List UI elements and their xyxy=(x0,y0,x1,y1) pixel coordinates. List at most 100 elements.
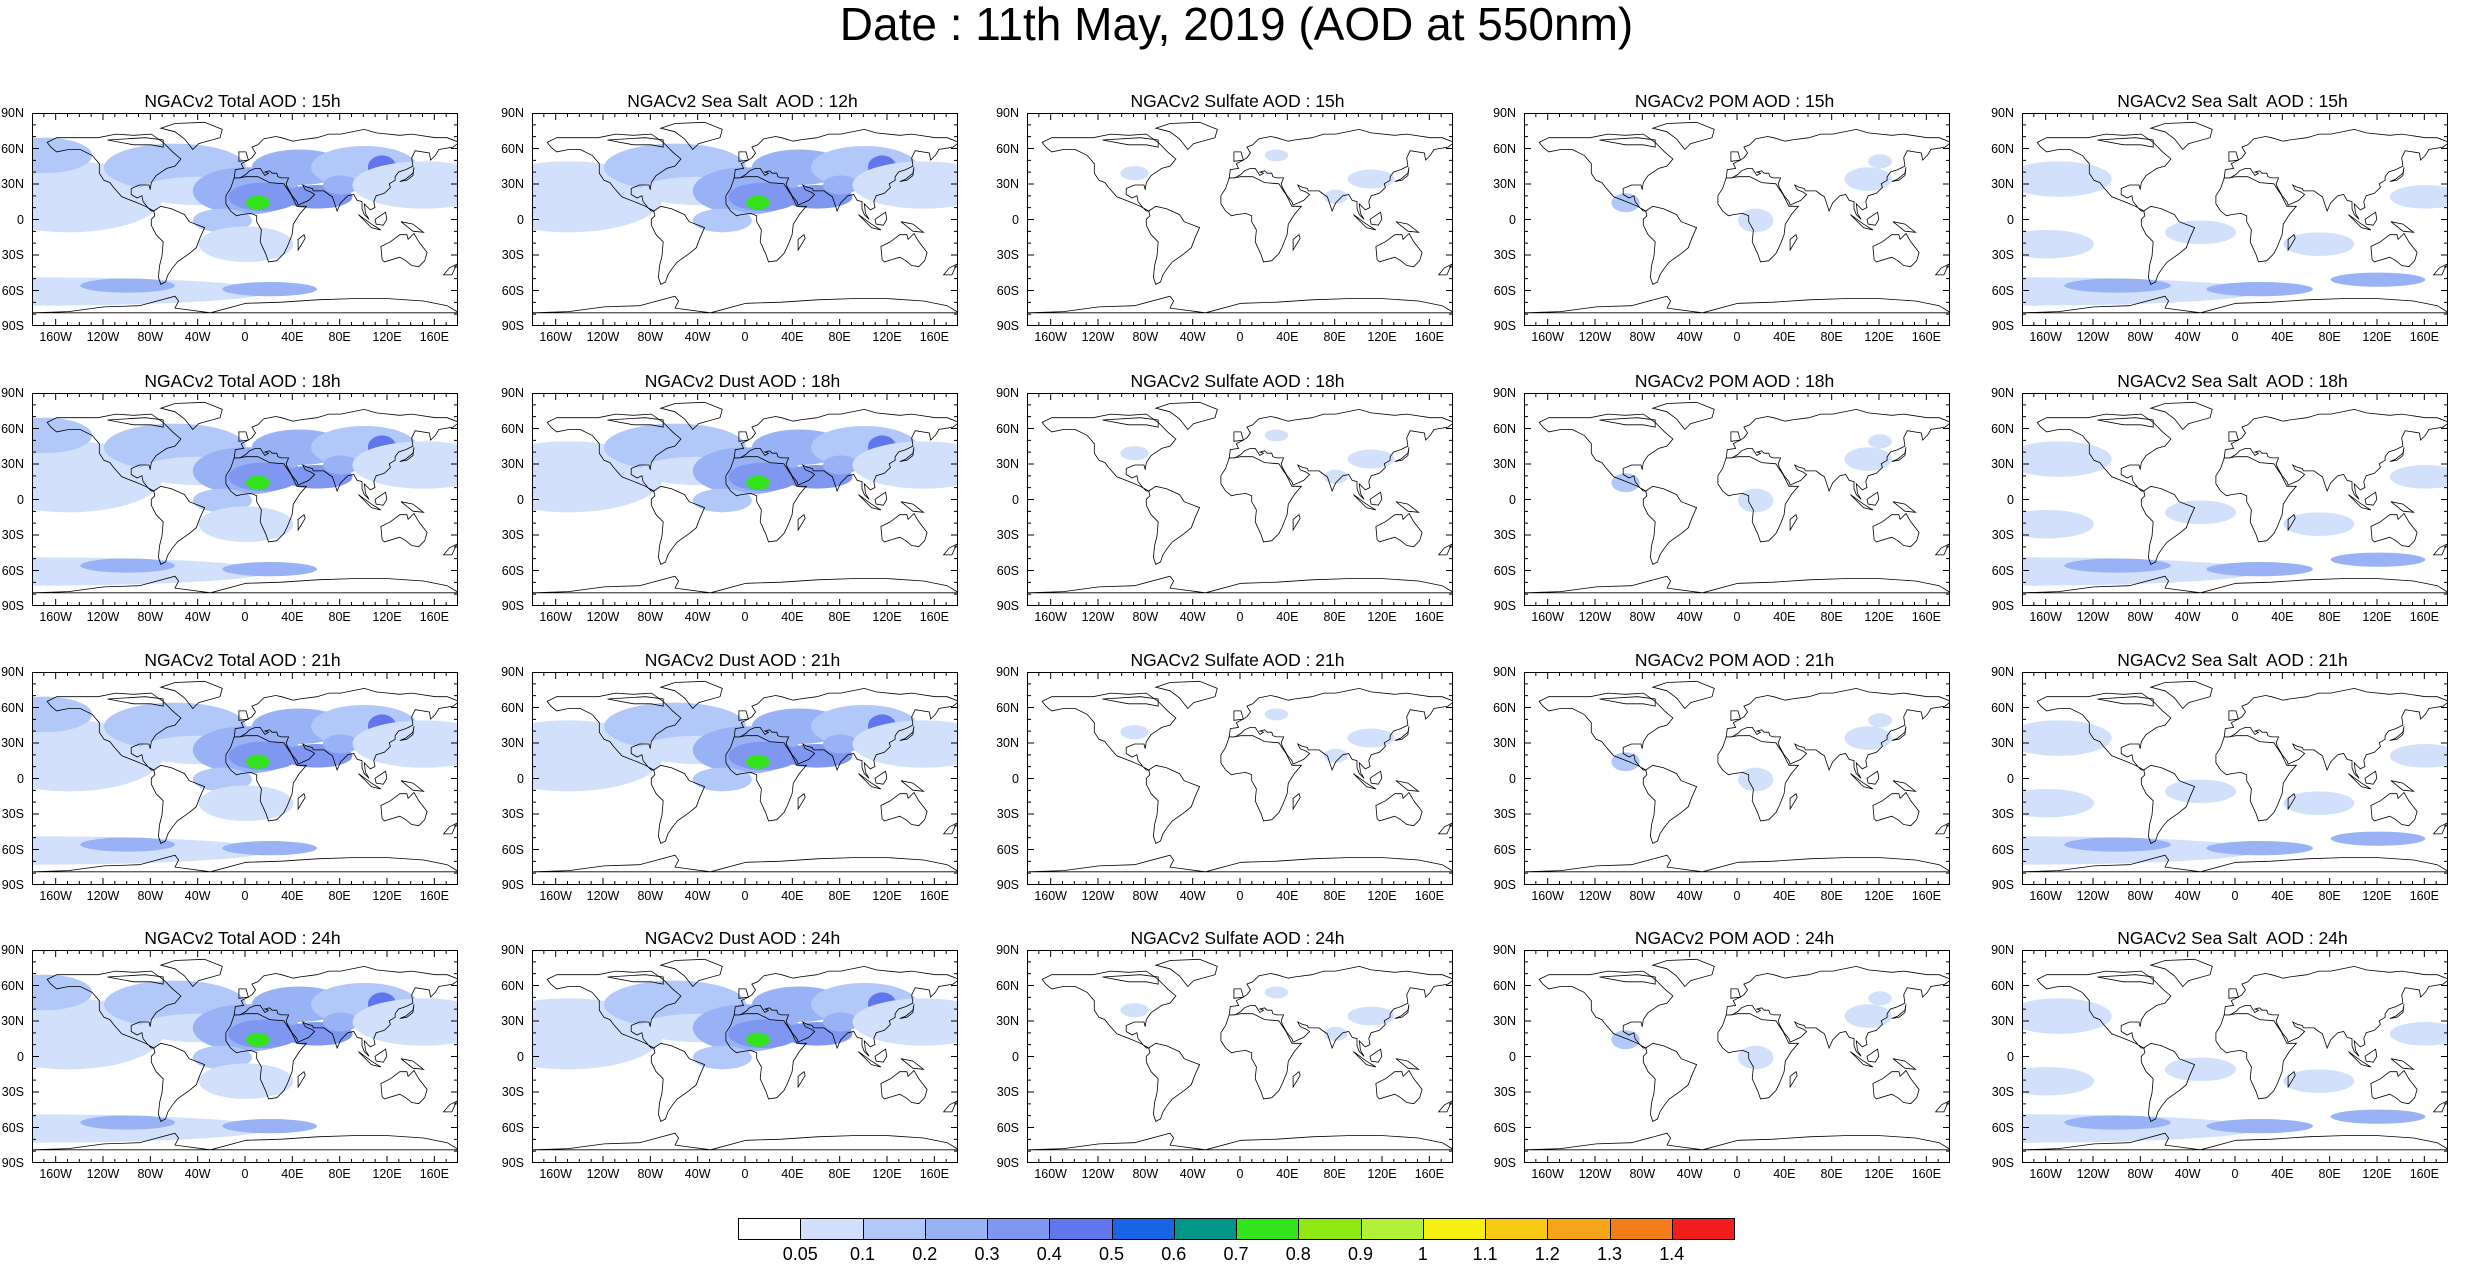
coastline xyxy=(1353,214,1377,231)
map-plot xyxy=(2023,680,2447,873)
panel-title: NGACv2 Sulfate AOD : 24h xyxy=(1130,928,1345,948)
coastline xyxy=(1642,205,1698,285)
lon-tick-label: 160E xyxy=(419,889,449,903)
lat-tick-label: 30S xyxy=(1,528,24,542)
map-frame xyxy=(1524,672,1950,885)
aod-field xyxy=(746,195,770,210)
lon-tick-label: 120W xyxy=(586,889,620,903)
coastline xyxy=(900,501,925,513)
lat-tick-label: 90N xyxy=(996,106,1019,120)
coastline xyxy=(1850,214,1874,231)
colorbar-label: 0.6 xyxy=(1161,1244,1187,1264)
lat-tick-label: 90S xyxy=(996,878,1019,892)
coastline xyxy=(607,137,664,148)
panel-title: NGACv2 Sea Salt AOD : 24h xyxy=(2117,928,2348,948)
lat-tick-label: 60N xyxy=(1,421,24,436)
lat-tick-label: 30S xyxy=(996,248,1019,262)
coastline xyxy=(1525,1132,1949,1151)
coastline xyxy=(1437,543,1452,556)
lon-tick-label: 40W xyxy=(2174,889,2201,903)
lon-tick-label: 0 xyxy=(1236,889,1244,903)
lon-tick-label: 120E xyxy=(872,330,902,344)
lon-tick-label: 160W xyxy=(2029,610,2062,624)
coastline xyxy=(942,822,957,835)
coastline xyxy=(2348,214,2372,231)
coastline xyxy=(1041,413,1177,492)
aod-field xyxy=(2330,1109,2426,1124)
coastline xyxy=(2370,232,2418,268)
map-frame xyxy=(1524,393,1950,606)
lon-tick-label: 120E xyxy=(872,610,902,624)
coastline xyxy=(400,780,425,792)
lat-tick-label: 30N xyxy=(1493,177,1516,191)
coastline xyxy=(2348,773,2372,790)
lat-tick-label: 90S xyxy=(1991,1156,2014,1170)
lat-tick-label: 90N xyxy=(996,665,1019,679)
coastline xyxy=(2140,764,2196,844)
lon-tick-label: 80E xyxy=(1820,1167,1843,1181)
coastline xyxy=(880,512,928,548)
lon-tick-label: 80W xyxy=(1629,889,1656,903)
aod-field xyxy=(1347,728,1395,748)
lon-tick-label: 80E xyxy=(2318,610,2341,624)
coastline xyxy=(2215,735,2298,822)
lon-tick-label: 80W xyxy=(1629,330,1656,344)
coastline xyxy=(107,417,164,428)
aod-field xyxy=(1868,434,1892,449)
lon-tick-label: 80W xyxy=(137,330,164,344)
coastline xyxy=(942,1100,957,1113)
coastline xyxy=(2140,485,2196,565)
aod-field xyxy=(2389,1022,2447,1046)
lon-tick-label: 160W xyxy=(2029,1167,2062,1181)
coastline xyxy=(1145,764,1201,844)
coastline xyxy=(1872,1069,1920,1105)
aod-field xyxy=(2206,562,2313,577)
lon-tick-label: 120E xyxy=(1864,1167,1894,1181)
lon-tick-label: 160W xyxy=(1034,610,1067,624)
coastline xyxy=(1028,575,1452,594)
coastline xyxy=(107,696,164,707)
coastline xyxy=(1220,735,1303,822)
lon-tick-label: 40W xyxy=(2174,330,2201,344)
coastline xyxy=(1228,128,1452,220)
map-frame xyxy=(532,393,958,606)
coastline xyxy=(1145,485,1201,565)
aod-field xyxy=(746,754,770,769)
lat-tick-label: 0 xyxy=(1509,212,1516,227)
lon-tick-label: 160W xyxy=(39,889,72,903)
aod-field xyxy=(2023,161,2112,197)
aod-field xyxy=(2064,1115,2171,1130)
lon-tick-label: 80E xyxy=(828,330,851,344)
aod-field xyxy=(1868,991,1892,1006)
lon-tick-label: 40E xyxy=(1773,1167,1796,1181)
lon-tick-label: 120E xyxy=(872,1167,902,1181)
aod-field xyxy=(1120,446,1149,461)
coastline xyxy=(942,543,957,556)
coastline xyxy=(533,854,957,873)
lon-tick-label: 0 xyxy=(2231,330,2239,344)
coastline xyxy=(400,1058,425,1070)
coastline xyxy=(797,234,806,252)
lon-tick-label: 80E xyxy=(828,1167,851,1181)
lon-tick-label: 160E xyxy=(419,1167,449,1181)
coastline xyxy=(2432,1100,2447,1113)
lon-tick-label: 160E xyxy=(919,889,949,903)
lon-tick-label: 120E xyxy=(1367,330,1397,344)
lat-tick-label: 90S xyxy=(1493,1156,1516,1170)
lat-tick-label: 30S xyxy=(501,528,524,542)
lat-tick-label: 90S xyxy=(1,878,24,892)
lat-tick-label: 90S xyxy=(501,1156,524,1170)
colorbar-label: 1 xyxy=(1417,1244,1428,1264)
coastline xyxy=(1228,965,1452,1057)
lat-tick-label: 90N xyxy=(1493,943,1516,957)
coastline xyxy=(874,1048,888,1063)
map-frame xyxy=(1524,950,1950,1163)
lat-tick-label: 60S xyxy=(996,563,1019,578)
lat-tick-label: 30N xyxy=(1,457,24,471)
lon-tick-label: 40E xyxy=(1773,330,1796,344)
lon-tick-label: 120E xyxy=(1864,889,1894,903)
lat-tick-label: 30N xyxy=(1493,457,1516,471)
lon-tick-label: 120W xyxy=(1578,330,1612,344)
lon-tick-label: 80W xyxy=(1629,1167,1656,1181)
coastline xyxy=(2215,176,2298,263)
